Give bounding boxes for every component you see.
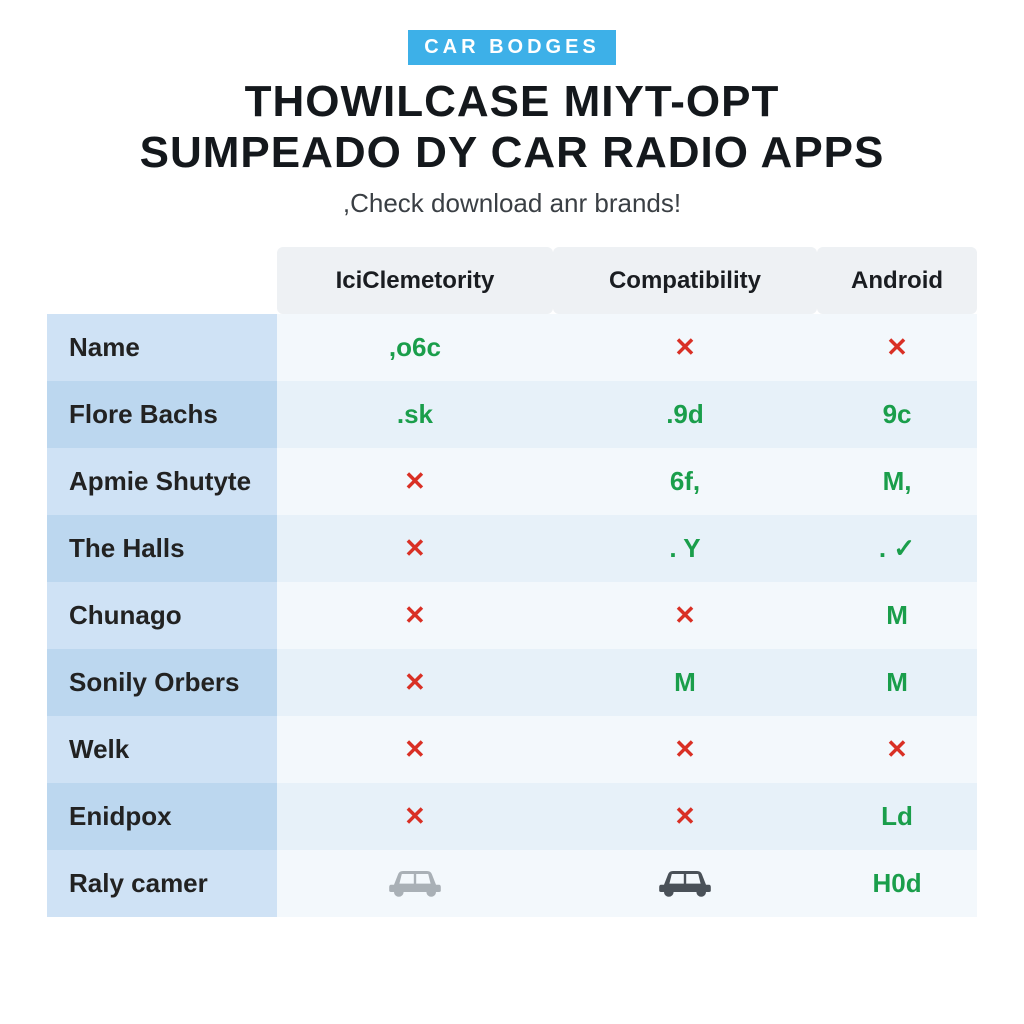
table-cell: ✕ [553, 716, 817, 783]
table-row: Raly camer H0d [47, 850, 977, 917]
row-label: Sonily Orbers [47, 649, 277, 716]
table-cell: .sk [277, 381, 553, 448]
subtitle: ,Check download anr brands! [343, 188, 681, 219]
table-cell: ,o6c [277, 314, 553, 381]
car-icon [385, 860, 445, 907]
table-cell: Ld [817, 783, 977, 850]
table-cell: ✕ [277, 582, 553, 649]
comparison-table: IciClemetority Compatibility Android Nam… [47, 247, 977, 917]
table-cell: . Y [553, 515, 817, 582]
table-cell [553, 850, 817, 917]
header-empty [47, 247, 277, 314]
table-row: Enidpox✕✕Ld [47, 783, 977, 850]
table-cell [277, 850, 553, 917]
row-label: The Halls [47, 515, 277, 582]
table-row: Chunago✕✕M [47, 582, 977, 649]
table-cell: ✕ [817, 716, 977, 783]
row-label: Raly camer [47, 850, 277, 917]
table-cell: ✕ [277, 783, 553, 850]
table-cell: M [553, 649, 817, 716]
title-line-1: THOWILCASE MIYT-OPT [245, 77, 780, 126]
table-row: The Halls✕. Y. ✓ [47, 515, 977, 582]
table-cell: ✕ [277, 649, 553, 716]
table-row: Welk✕✕✕ [47, 716, 977, 783]
category-badge: CAR BODGES [408, 30, 616, 65]
table-cell: ✕ [277, 448, 553, 515]
table-cell: 6f, [553, 448, 817, 515]
table-cell: ✕ [553, 314, 817, 381]
table-cell: .9d [553, 381, 817, 448]
table-cell: M, [817, 448, 977, 515]
table-cell: 9c [817, 381, 977, 448]
row-label: Chunago [47, 582, 277, 649]
row-label: Flore Bachs [47, 381, 277, 448]
column-header: Android [817, 247, 977, 314]
table-cell: ✕ [817, 314, 977, 381]
page-title: THOWILCASE MIYT-OPT SUMPEADO DY CAR RADI… [140, 77, 885, 178]
table-cell: ✕ [553, 582, 817, 649]
column-header: IciClemetority [277, 247, 553, 314]
table-cell: . ✓ [817, 515, 977, 582]
table-cell: ✕ [277, 515, 553, 582]
column-header: Compatibility [553, 247, 817, 314]
row-label: Enidpox [47, 783, 277, 850]
title-line-2: SUMPEADO DY CAR RADIO APPS [140, 128, 885, 177]
table-row: Flore Bachs.sk.9d9c [47, 381, 977, 448]
row-label: Name [47, 314, 277, 381]
table-row: Name,o6c✕✕ [47, 314, 977, 381]
table-cell: M [817, 649, 977, 716]
table-cell: H0d [817, 850, 977, 917]
table-cell: ✕ [553, 783, 817, 850]
row-label: Apmie Shutyte [47, 448, 277, 515]
car-icon [655, 860, 715, 907]
table-cell: M [817, 582, 977, 649]
table-header-row: IciClemetority Compatibility Android [47, 247, 977, 314]
table-cell: ✕ [277, 716, 553, 783]
row-label: Welk [47, 716, 277, 783]
table-row: Sonily Orbers✕MM [47, 649, 977, 716]
table-row: Apmie Shutyte✕6f,M, [47, 448, 977, 515]
